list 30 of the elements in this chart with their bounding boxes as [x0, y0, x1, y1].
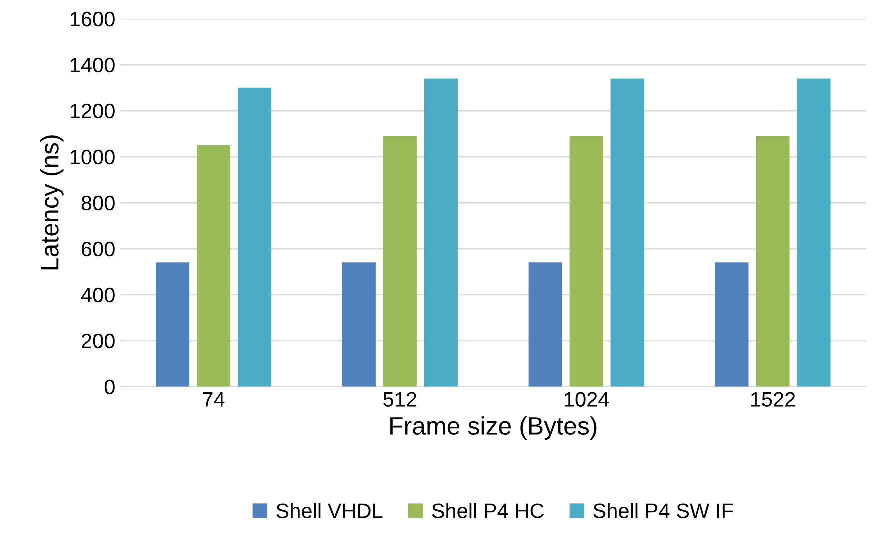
bar: [156, 262, 190, 387]
y-tick-label: 1200: [70, 104, 115, 119]
y-tick-label: 1400: [70, 58, 115, 73]
bar: [610, 78, 644, 387]
bar: [342, 262, 376, 387]
bar: [196, 145, 231, 387]
y-tick-label: 200: [82, 334, 115, 349]
y-tick-label: 600: [82, 242, 115, 257]
y-tick-label: 1000: [70, 150, 115, 165]
bar: [715, 262, 749, 387]
x-tick-label: 74: [203, 392, 225, 407]
bar: [797, 78, 831, 387]
y-tick-label: 400: [81, 288, 115, 303]
y-tick-label: 0: [104, 380, 115, 395]
y-tick-label: 800: [82, 196, 115, 211]
bar: [238, 88, 272, 387]
bar: [528, 262, 562, 387]
x-tick-label: 1522: [751, 392, 796, 407]
legend-label: Shell P4 HC: [432, 503, 544, 518]
legend-label: Shell P4 SW IF: [594, 503, 734, 518]
x-axis-title: Frame size (Bytes): [390, 416, 597, 440]
y-axis-title: Latency (ns): [40, 136, 64, 270]
bar: [570, 136, 604, 387]
legend-label: Shell VHDL: [276, 503, 383, 518]
x-tick-label: 512: [384, 392, 417, 407]
bar: [756, 136, 790, 387]
bar: [383, 136, 417, 387]
y-tick-label: 1600: [70, 12, 115, 27]
x-tick-label: 1024: [565, 392, 610, 407]
bar: [424, 78, 458, 387]
